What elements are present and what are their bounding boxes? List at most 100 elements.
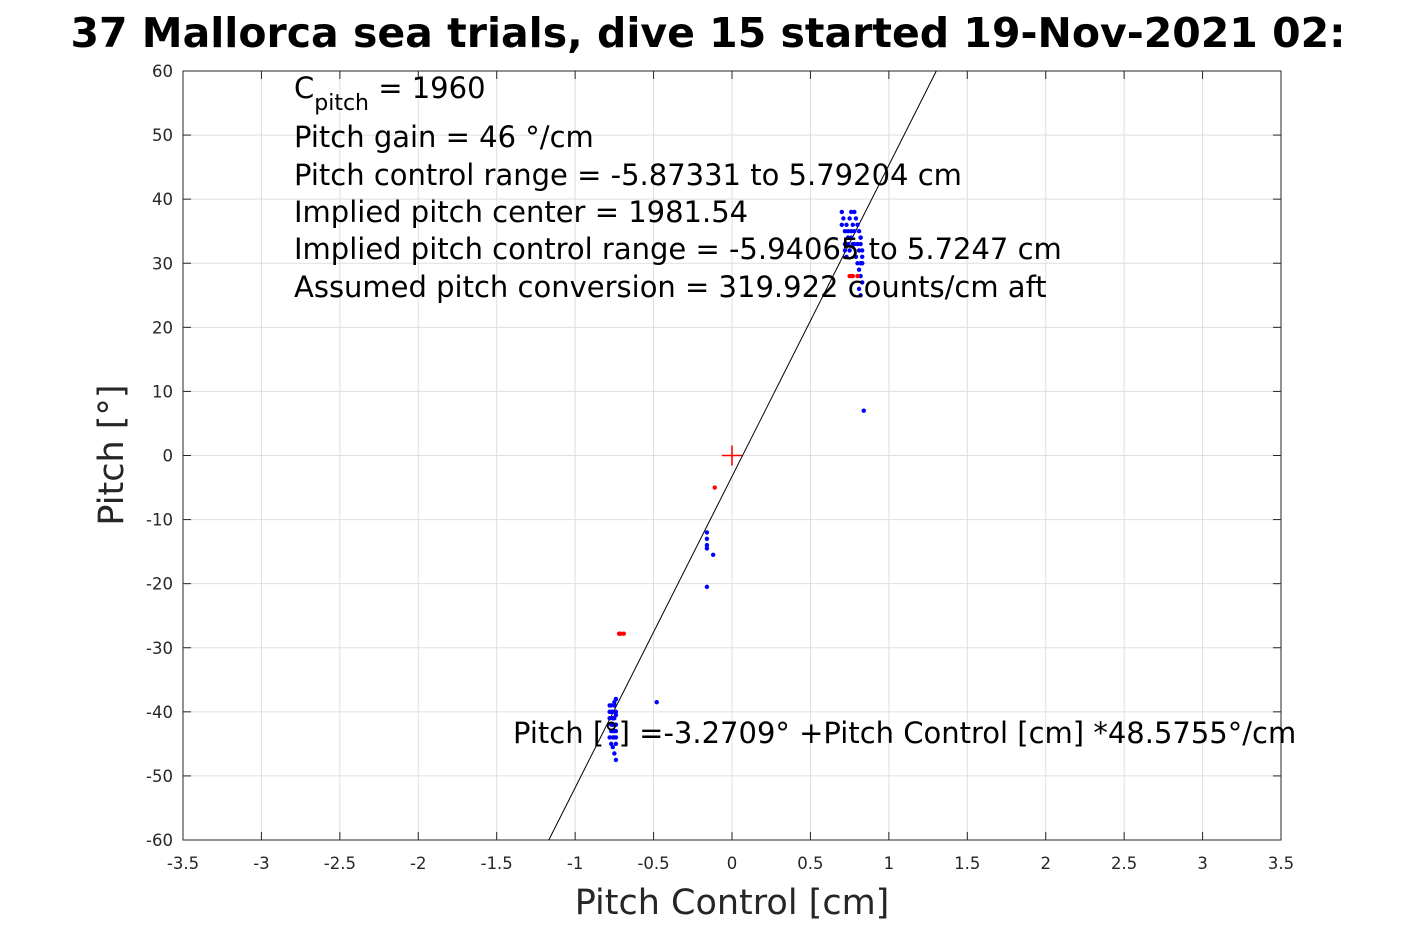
data-point: [858, 293, 863, 298]
data-point: [858, 273, 863, 279]
data-point: [861, 408, 866, 413]
data-point: [609, 728, 614, 734]
data-point: [853, 254, 859, 260]
y-tick-label: 30: [152, 254, 173, 273]
data-point: [849, 235, 854, 240]
data-point: [849, 229, 854, 234]
data-point: [704, 530, 710, 535]
y-tick-label: -10: [146, 511, 173, 530]
data-point: [712, 485, 717, 490]
center-marker: [722, 445, 742, 466]
data-point: [842, 229, 848, 234]
data-point: [859, 248, 865, 253]
y-axis-label: Pitch [°]: [92, 384, 132, 525]
x-axis-label: Pitch Control [cm]: [575, 883, 890, 923]
data-point: [844, 222, 849, 227]
y-tick-label: -30: [146, 639, 173, 658]
x-tick-label: 1: [884, 854, 895, 873]
x-tick-label: 0: [727, 854, 738, 873]
data-point: [845, 229, 851, 234]
data-point: [855, 273, 860, 279]
data-point: [613, 757, 619, 763]
data-point: [855, 241, 860, 247]
data-point: [613, 696, 619, 702]
y-tick-label: 50: [152, 126, 173, 145]
data-point: [613, 709, 619, 715]
y-tick-labels: -60 -50 -40 -30 -20 -10 0 10 20 30 40 50 60: [146, 62, 173, 850]
data-point: [852, 241, 857, 247]
data-point: [610, 735, 615, 740]
data-point: [621, 631, 626, 636]
data-point: [856, 248, 862, 253]
data-point: [704, 546, 710, 551]
data-point: [704, 543, 710, 548]
chart-title: 37 Mallorca sea trials, dive 15 started …: [70, 9, 1345, 57]
data-point: [613, 741, 619, 747]
x-tick-label: 0.5: [797, 854, 823, 873]
data-point: [607, 716, 612, 721]
pitch-control-range-annotation: Pitch control range = -5.87331 to 5.7920…: [294, 158, 962, 192]
x-tick-label: 1.5: [954, 854, 980, 873]
data-point: [845, 235, 851, 240]
data-point: [855, 222, 860, 227]
data-point: [613, 722, 619, 727]
data-point: [842, 248, 848, 253]
x-tick-labels: -3.5 -3 -2.5 -2 -1.5 -1 -0.5 0 0.5 1 1.5 2 2.5 3 3.5: [167, 854, 1294, 873]
data-point: [612, 751, 617, 756]
data-point: [618, 631, 623, 636]
y-tick-label: -40: [146, 703, 173, 722]
data-point: [858, 235, 863, 240]
data-point: [710, 552, 716, 558]
x-tick-label: -2.5: [324, 854, 356, 873]
data-point: [609, 709, 614, 715]
data-point: [842, 241, 848, 247]
c-pitch-symbol: C: [294, 71, 314, 105]
y-tick-label: -60: [146, 831, 173, 850]
implied-pitch-control-range-annotation: Implied pitch control range = -5.94065 t…: [294, 232, 1062, 266]
data-point: [853, 216, 859, 221]
data-point: [607, 703, 612, 708]
data-point: [859, 280, 865, 285]
data-point: [610, 716, 615, 721]
data-points: [607, 209, 866, 763]
data-point: [610, 744, 615, 750]
axis-ticks: [182, 70, 1282, 841]
x-tick-label: 2: [1040, 854, 1051, 873]
y-tick-label: 60: [152, 62, 173, 81]
x-tick-label: 2.5: [1111, 854, 1137, 873]
data-point: [858, 241, 863, 247]
y-tick-label: -50: [146, 767, 173, 786]
x-tick-label: 3.5: [1268, 854, 1294, 873]
data-point: [607, 735, 612, 740]
y-tick-label: 40: [152, 190, 173, 209]
grid: [182, 70, 1282, 841]
data-point: [612, 703, 617, 708]
x-tick-label: -0.5: [637, 854, 669, 873]
c-pitch-annotation: Cpitch = 1960: [294, 71, 486, 116]
data-point: [613, 735, 619, 740]
y-tick-label: -20: [146, 575, 173, 594]
data-point: [855, 261, 860, 266]
data-point: [859, 261, 865, 266]
x-tick-label: -2: [410, 854, 426, 873]
x-tick-label: -1.5: [481, 854, 513, 873]
data-point: [613, 712, 619, 718]
x-tick-label: -1: [567, 854, 583, 873]
data-point: [847, 216, 852, 221]
data-point: [844, 254, 849, 260]
data-point: [850, 222, 855, 227]
data-point: [859, 254, 865, 260]
data-point: [847, 248, 852, 253]
data-point: [856, 267, 862, 272]
assumed-pitch-conversion-annotation: Assumed pitch conversion = 319.922 count…: [294, 270, 1047, 304]
x-tick-label: 3: [1197, 854, 1208, 873]
data-point: [612, 728, 617, 734]
y-tick-label: 20: [152, 318, 173, 337]
y-tick-label: 10: [152, 382, 173, 401]
c-pitch-subscript: pitch: [314, 91, 369, 116]
implied-pitch-center-annotation: Implied pitch center = 1981.54: [294, 195, 748, 229]
fit-equation-annotation: Pitch [°] =-3.2709° +Pitch Control [cm] …: [513, 716, 1296, 750]
data-point: [704, 584, 710, 590]
data-point: [852, 209, 857, 215]
